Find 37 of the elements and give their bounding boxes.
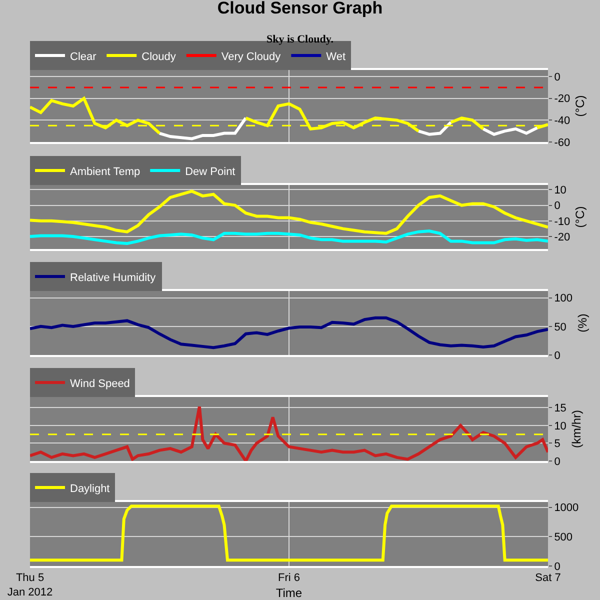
y-tick-label: 0: [554, 200, 560, 212]
y-tick-label: 10: [554, 420, 566, 432]
y-axis-title: (km/hr): [569, 410, 584, 448]
y-tick-label: -20: [554, 93, 570, 106]
chart-subtitle: Sky is Cloudy.: [266, 34, 334, 46]
y-tick-label: 0: [554, 456, 560, 468]
y-tick-label: -10: [554, 216, 570, 228]
y-tick-label: -40: [554, 115, 570, 128]
legend-label: Clear: [70, 50, 97, 63]
x-tick-label: Thu 5 Jan 2012: [7, 572, 53, 598]
x-tick-label: Fri 6: [278, 572, 300, 584]
legend-label: Very Cloudy: [221, 50, 282, 63]
legend-label: Cloudy: [142, 50, 176, 63]
y-tick-label: 10: [554, 184, 566, 197]
y-tick-label: 50: [554, 321, 566, 334]
y-axis-title: (%): [575, 314, 590, 332]
x-tick-label: Sat 7: [535, 572, 561, 584]
x-axis-title: Time: [276, 586, 302, 600]
y-axis-title: (°C): [573, 95, 588, 117]
y-axis-title: (°C): [573, 206, 588, 228]
y-tick-label: 15: [554, 402, 566, 415]
legend-label: Dew Point: [185, 166, 236, 178]
y-tick-label: 5: [554, 438, 560, 450]
y-tick-label: 500: [554, 531, 573, 544]
legend-label: Wind Speed: [70, 378, 130, 390]
legend-label: Daylight: [70, 482, 110, 495]
y-tick-label: -60: [554, 136, 570, 149]
y-tick-label: 0: [554, 560, 560, 573]
legend-label: Ambient Temp: [70, 166, 140, 178]
y-tick-label: 1000: [554, 502, 579, 514]
y-tick-label: 100: [554, 292, 573, 305]
y-tick-label: 0: [554, 71, 560, 84]
legend-label: Wet: [326, 50, 346, 63]
chart-title: Cloud Sensor Graph: [217, 0, 383, 18]
legend-label: Relative Humidity: [70, 272, 156, 284]
y-tick-label: 0: [554, 350, 560, 362]
y-tick-label: -20: [554, 231, 570, 244]
